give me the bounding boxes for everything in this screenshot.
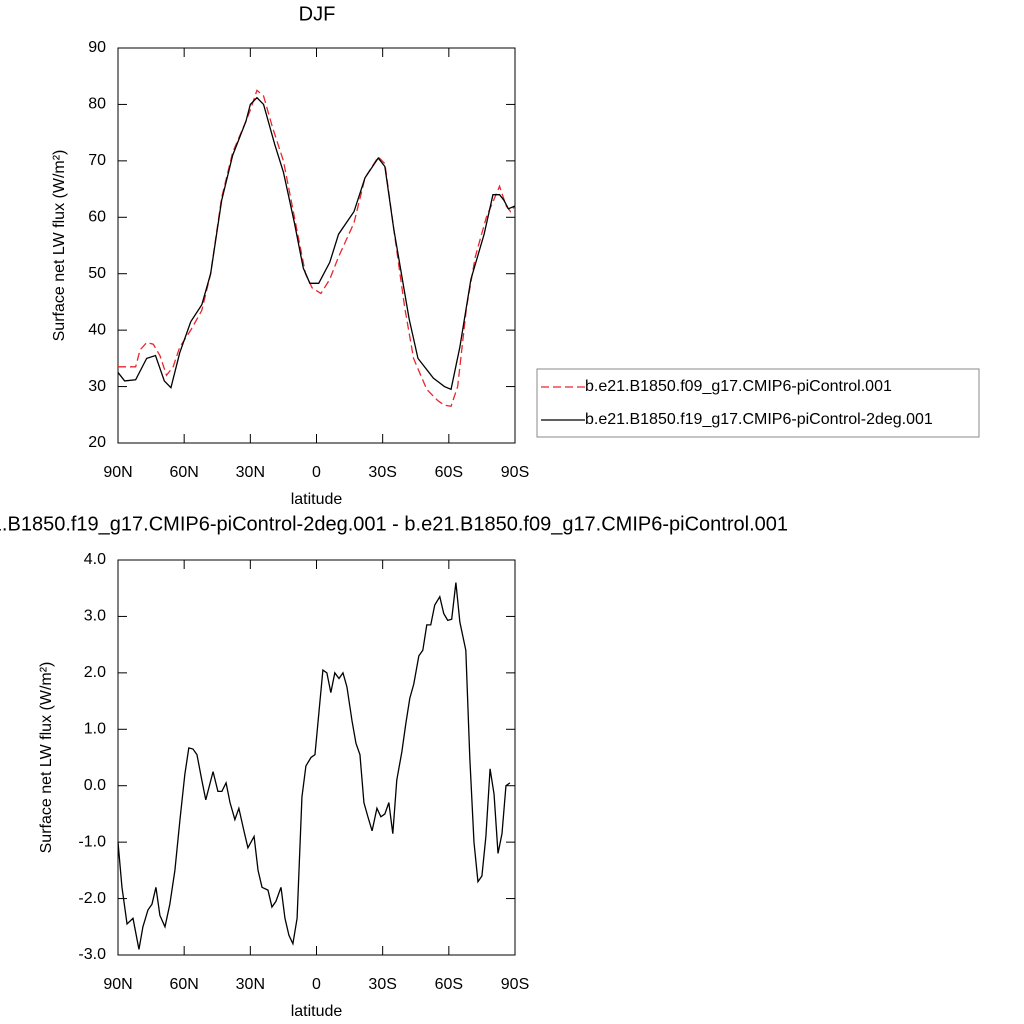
legend-label: b.e21.B1850.f09_g17.CMIP6-piControl.001: [585, 378, 892, 395]
x-axis-label: latitude: [291, 1003, 343, 1020]
y-tick-label: -2.0: [78, 890, 106, 907]
y-tick-label: 50: [88, 265, 106, 282]
x-tick-label: 30N: [236, 464, 265, 481]
x-tick-label: 90N: [103, 464, 132, 481]
data-line: [117, 96, 516, 391]
y-tick-label: 20: [88, 434, 106, 451]
y-tick-label: 4.0: [84, 551, 106, 568]
y-tick-label: -3.0: [78, 946, 106, 963]
y-tick-label: 1.0: [84, 721, 106, 738]
y-tick-label: 3.0: [84, 608, 106, 625]
x-tick-label: 0: [312, 464, 321, 481]
chart-title: DJF: [299, 3, 336, 25]
data-line: [117, 582, 511, 950]
x-tick-label: 90N: [103, 976, 132, 993]
chart-title: b.e21.B1850.f19_g17.CMIP6-piControl-2deg…: [0, 513, 788, 535]
y-tick-label: 60: [88, 209, 106, 226]
x-tick-label: 90S: [501, 464, 529, 481]
y-axis-label: Surface net LW flux (W/m²): [51, 150, 68, 342]
y-tick-label: 80: [88, 96, 106, 113]
y-tick-label: -1.0: [78, 833, 106, 850]
y-tick-label: 2.0: [84, 664, 106, 681]
x-tick-label: 60N: [169, 464, 198, 481]
x-axis-label: latitude: [291, 491, 343, 508]
x-tick-label: 30N: [236, 976, 265, 993]
x-tick-label: 90S: [501, 976, 529, 993]
legend-box: [536, 368, 980, 438]
y-axis-label: Surface net LW flux (W/m²): [38, 662, 55, 854]
x-tick-label: 60N: [169, 976, 198, 993]
x-tick-label: 60S: [435, 976, 463, 993]
y-tick-label: 70: [88, 152, 106, 169]
plot-frame: [117, 559, 516, 956]
y-tick-label: 40: [88, 321, 106, 338]
y-tick-label: 90: [88, 39, 106, 56]
x-tick-label: 0: [312, 976, 321, 993]
y-tick-label: 0.0: [84, 777, 106, 794]
y-tick-label: 30: [88, 378, 106, 395]
legend-label: b.e21.B1850.f19_g17.CMIP6-piControl-2deg…: [585, 411, 933, 428]
x-tick-label: 30S: [368, 464, 396, 481]
plot-frame: [117, 47, 516, 444]
x-tick-label: 60S: [435, 464, 463, 481]
data-line: [118, 89, 516, 408]
x-tick-label: 30S: [368, 976, 396, 993]
